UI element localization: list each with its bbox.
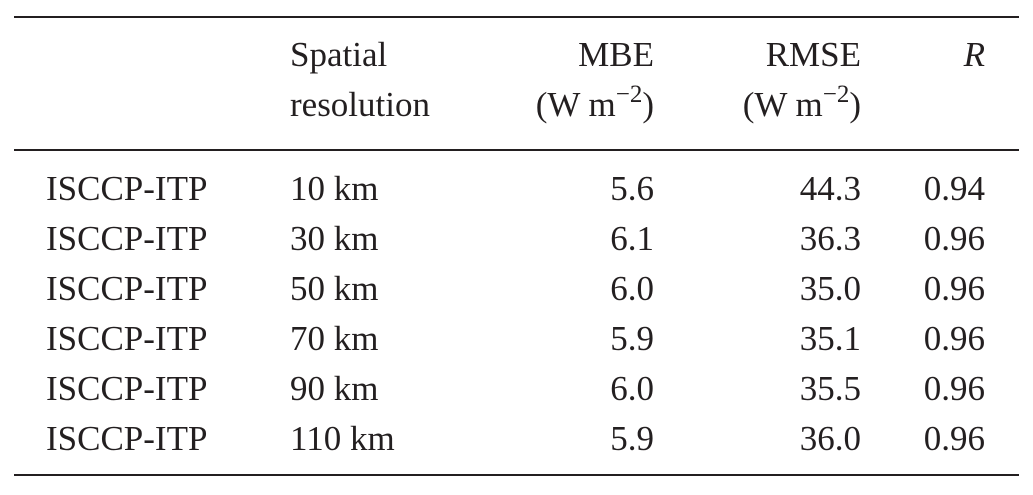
mbe-unit-exp: −2 (615, 81, 643, 108)
header-rmse-unit: (W m−2) (743, 80, 861, 130)
cell-mbe: 5.6 (610, 169, 654, 208)
header-rmse-label: RMSE (765, 35, 861, 74)
cell-product: ISCCP-ITP (46, 369, 208, 408)
header-rule (14, 149, 1019, 151)
cell-r: 0.96 (923, 419, 985, 458)
cell-resolution: 110 km (290, 419, 395, 458)
top-rule (14, 16, 1019, 18)
header-spatial-resolution: Spatial resolution (290, 30, 430, 130)
cell-resolution: 90 km (290, 369, 379, 408)
cell-rmse: 44.3 (799, 169, 861, 208)
header-spatial-line2: resolution (290, 85, 430, 124)
cell-product: ISCCP-ITP (46, 169, 208, 208)
cell-product: ISCCP-ITP (46, 319, 208, 358)
cell-resolution: 10 km (290, 169, 379, 208)
cell-r: 0.94 (923, 169, 985, 208)
table-row: ISCCP-ITP 110 km 5.9 36.0 0.96 (0, 414, 1033, 464)
cell-resolution: 50 km (290, 269, 379, 308)
cell-r: 0.96 (923, 269, 985, 308)
cell-rmse: 35.5 (799, 369, 861, 408)
table-row: ISCCP-ITP 50 km 6.0 35.0 0.96 (0, 264, 1033, 314)
header-spatial-line1: Spatial (290, 35, 388, 74)
cell-product: ISCCP-ITP (46, 419, 208, 458)
cell-mbe: 6.1 (610, 219, 654, 258)
cell-rmse: 35.0 (799, 269, 861, 308)
table-row: ISCCP-ITP 90 km 6.0 35.5 0.96 (0, 364, 1033, 414)
header-mbe: MBE (W m−2) (536, 30, 654, 130)
cell-mbe: 6.0 (610, 269, 654, 308)
cell-product: ISCCP-ITP (46, 269, 208, 308)
bottom-rule (14, 474, 1019, 476)
header-mbe-unit: (W m−2) (536, 80, 654, 130)
cell-r: 0.96 (923, 219, 985, 258)
header-mbe-label: MBE (578, 35, 654, 74)
cell-r: 0.96 (923, 319, 985, 358)
cell-resolution: 30 km (290, 219, 379, 258)
table-row: ISCCP-ITP 30 km 6.1 36.3 0.96 (0, 214, 1033, 264)
cell-mbe: 6.0 (610, 369, 654, 408)
cell-mbe: 5.9 (610, 319, 654, 358)
rmse-unit-exp: −2 (822, 81, 850, 108)
header-r-label: R (963, 35, 985, 74)
header-r: R (964, 30, 985, 80)
cell-resolution: 70 km (290, 319, 379, 358)
table-row: ISCCP-ITP 70 km 5.9 35.1 0.96 (0, 314, 1033, 364)
rmse-unit-base: (W m (742, 85, 823, 124)
cell-rmse: 36.0 (799, 419, 861, 458)
cell-r: 0.96 (923, 369, 985, 408)
cell-product: ISCCP-ITP (46, 219, 208, 258)
table-row: ISCCP-ITP 10 km 5.6 44.3 0.94 (0, 164, 1033, 214)
cell-mbe: 5.9 (610, 419, 654, 458)
table-body: ISCCP-ITP 10 km 5.6 44.3 0.94 ISCCP-ITP 30 km 6… (0, 164, 1033, 464)
rmse-unit-close: ) (849, 85, 861, 124)
cell-rmse: 36.3 (799, 219, 861, 258)
header-rmse: RMSE (W m−2) (743, 30, 861, 130)
mbe-unit-base: (W m (535, 85, 616, 124)
cell-rmse: 35.1 (799, 319, 861, 358)
mbe-unit-close: ) (642, 85, 654, 124)
